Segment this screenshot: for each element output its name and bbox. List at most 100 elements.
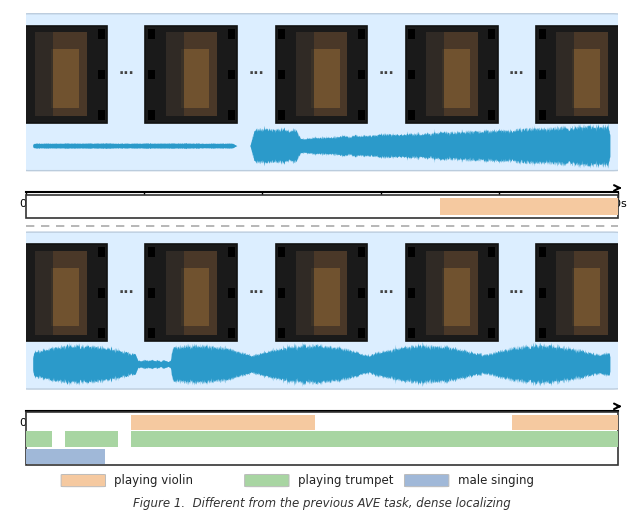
- Bar: [51, 49, 79, 108]
- Bar: [556, 33, 574, 116]
- Bar: [276, 244, 367, 341]
- Bar: [488, 328, 495, 338]
- Bar: [488, 248, 495, 257]
- Bar: [35, 251, 87, 335]
- Bar: [539, 328, 546, 338]
- Bar: [296, 251, 314, 335]
- Text: playing trumpet: playing trumpet: [298, 474, 394, 487]
- Bar: [26, 449, 104, 464]
- Text: ···: ···: [379, 286, 395, 300]
- Bar: [18, 70, 25, 79]
- Bar: [131, 431, 618, 447]
- Bar: [97, 70, 104, 79]
- FancyBboxPatch shape: [20, 232, 622, 389]
- Bar: [51, 268, 79, 326]
- Bar: [35, 33, 53, 116]
- Bar: [618, 70, 625, 79]
- Bar: [145, 26, 237, 123]
- Text: ···: ···: [248, 67, 264, 81]
- FancyBboxPatch shape: [404, 475, 449, 486]
- Bar: [440, 198, 618, 215]
- Bar: [97, 248, 104, 257]
- Bar: [539, 248, 546, 257]
- Bar: [148, 110, 155, 120]
- Bar: [358, 248, 365, 257]
- Bar: [278, 110, 285, 120]
- Text: playing violin: playing violin: [115, 474, 193, 487]
- Bar: [97, 29, 104, 39]
- Bar: [228, 70, 235, 79]
- Bar: [408, 70, 415, 79]
- Bar: [311, 268, 340, 326]
- Bar: [572, 49, 600, 108]
- Bar: [278, 288, 285, 298]
- Bar: [488, 110, 495, 120]
- Text: ···: ···: [379, 67, 395, 81]
- Bar: [15, 244, 107, 341]
- Bar: [228, 248, 235, 257]
- Bar: [358, 70, 365, 79]
- Text: ···: ···: [509, 286, 525, 300]
- Bar: [166, 251, 217, 335]
- Bar: [18, 248, 25, 257]
- Bar: [618, 248, 625, 257]
- Bar: [408, 248, 415, 257]
- Bar: [442, 49, 470, 108]
- Bar: [539, 29, 546, 39]
- Bar: [539, 288, 546, 298]
- Bar: [296, 33, 314, 116]
- Bar: [65, 431, 118, 447]
- Bar: [408, 110, 415, 120]
- Bar: [556, 251, 608, 335]
- Bar: [97, 288, 104, 298]
- Bar: [15, 26, 107, 123]
- FancyBboxPatch shape: [61, 475, 106, 486]
- Bar: [166, 33, 184, 116]
- Bar: [488, 70, 495, 79]
- Bar: [572, 268, 600, 326]
- Text: ···: ···: [248, 286, 264, 300]
- Bar: [148, 248, 155, 257]
- Bar: [488, 29, 495, 39]
- Bar: [278, 328, 285, 338]
- Bar: [358, 328, 365, 338]
- Text: ···: ···: [118, 67, 134, 81]
- Bar: [408, 288, 415, 298]
- Bar: [26, 431, 52, 447]
- Bar: [97, 328, 104, 338]
- Bar: [536, 244, 628, 341]
- Bar: [18, 110, 25, 120]
- Bar: [539, 70, 546, 79]
- Bar: [488, 288, 495, 298]
- Bar: [18, 328, 25, 338]
- Bar: [406, 244, 498, 341]
- Bar: [278, 70, 285, 79]
- Bar: [618, 328, 625, 338]
- Bar: [26, 194, 618, 218]
- Bar: [296, 251, 348, 335]
- Text: ···: ···: [509, 67, 525, 81]
- Bar: [97, 110, 104, 120]
- Bar: [618, 288, 625, 298]
- Bar: [426, 251, 444, 335]
- Text: ···: ···: [118, 286, 134, 300]
- Bar: [148, 328, 155, 338]
- Bar: [408, 328, 415, 338]
- Bar: [181, 268, 209, 326]
- Bar: [296, 33, 348, 116]
- Text: male singing: male singing: [458, 474, 534, 487]
- Bar: [181, 49, 209, 108]
- Bar: [426, 33, 477, 116]
- Bar: [35, 251, 53, 335]
- Bar: [276, 26, 367, 123]
- Bar: [166, 251, 184, 335]
- Bar: [148, 288, 155, 298]
- Bar: [278, 29, 285, 39]
- Bar: [278, 248, 285, 257]
- Bar: [228, 29, 235, 39]
- Bar: [536, 26, 628, 123]
- Bar: [18, 288, 25, 298]
- Bar: [148, 70, 155, 79]
- Bar: [35, 33, 87, 116]
- Bar: [228, 328, 235, 338]
